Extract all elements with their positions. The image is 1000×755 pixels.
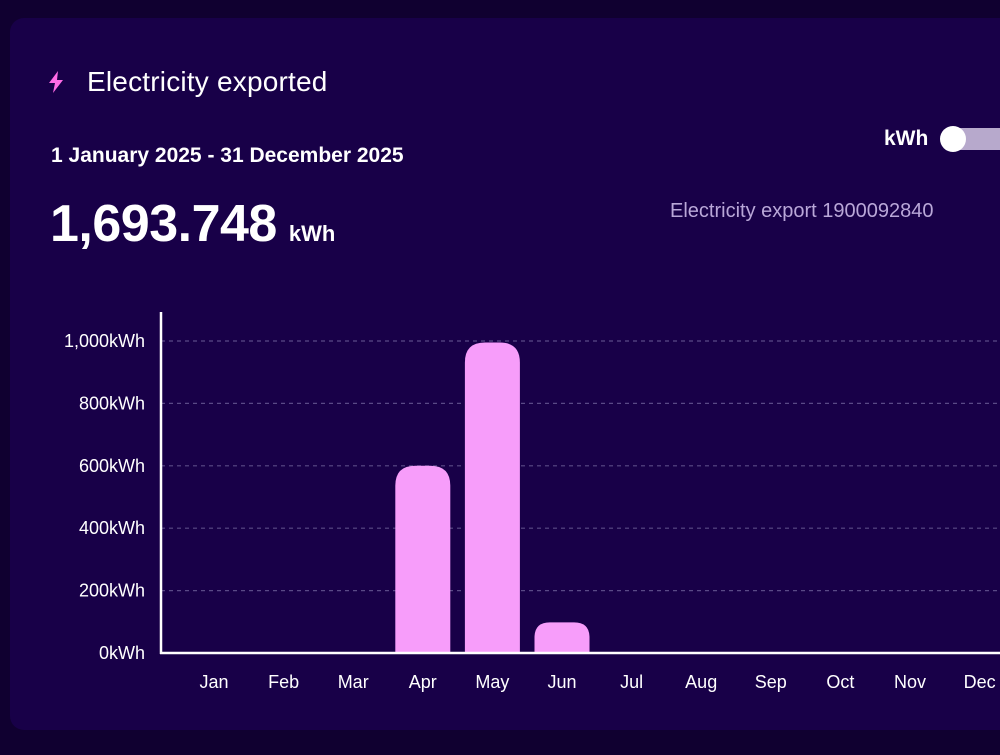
x-tick-label: Feb [268, 672, 299, 692]
y-tick-labels: 0kWh 200kWh 400kWh 600kWh 800kWh 1,000kWh [64, 331, 145, 663]
x-tick-labels: Jan Feb Mar Apr May Jun Jul Aug Sep Oct Nov Dec [199, 672, 995, 692]
x-tick-label: Nov [894, 672, 926, 692]
total-value: 1,693.748 [50, 195, 277, 253]
unit-toggle-knob[interactable] [940, 126, 967, 152]
y-tick-label: 0kWh [99, 643, 145, 663]
bar-apr[interactable] [395, 465, 451, 653]
card-header: Electricity exported [48, 66, 328, 98]
x-tick-label: Sep [755, 672, 787, 692]
grid-lines [161, 340, 1000, 592]
x-tick-label: Apr [409, 672, 437, 692]
y-tick-label: 1,000kWh [64, 331, 145, 351]
lightning-bolt-icon [49, 71, 63, 93]
y-tick-label: 400kWh [79, 518, 145, 538]
unit-toggle-label: kWh [884, 127, 929, 150]
date-range: 1 January 2025 - 31 December 2025 [51, 144, 404, 167]
total-unit: kWh [288, 221, 336, 246]
bar-jun[interactable] [534, 622, 590, 653]
x-tick-label: Jun [547, 672, 576, 692]
x-tick-label: May [475, 672, 509, 692]
total-export: 1,693.748 kWh [50, 194, 335, 254]
meter-label: Electricity export 1900092840 [670, 200, 934, 222]
x-tick-label: Jul [620, 672, 643, 692]
unit-toggle-switch[interactable] [940, 126, 1000, 152]
x-tick-label: Dec [964, 672, 996, 692]
x-tick-label: Oct [826, 672, 854, 692]
card-title: Electricity exported [87, 66, 328, 97]
y-tick-label: 200kWh [79, 581, 145, 601]
unit-toggle[interactable]: kWh [884, 126, 1000, 152]
x-tick-label: Jan [199, 672, 228, 692]
bars [395, 342, 590, 653]
y-tick-label: 600kWh [79, 456, 145, 476]
bar-may[interactable] [464, 342, 520, 653]
x-tick-label: Mar [338, 672, 369, 692]
x-tick-label: Aug [685, 672, 717, 692]
axes [159, 312, 1000, 655]
y-tick-label: 800kWh [79, 393, 145, 413]
